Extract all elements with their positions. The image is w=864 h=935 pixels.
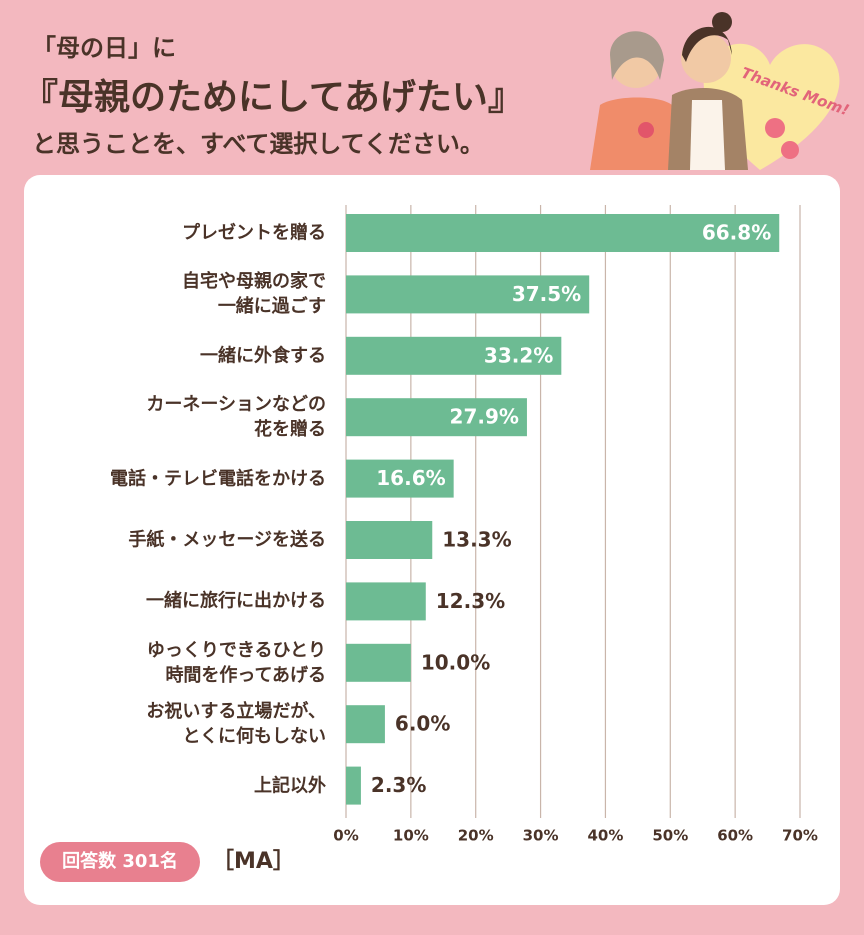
bar (346, 336, 562, 375)
value-label: 16.6% (376, 466, 445, 490)
category-label: 手紙・メッセージを送る (128, 529, 326, 551)
category-label: 電話・テレビ電話をかける (110, 468, 326, 490)
category-label: プレゼントを贈る (182, 222, 326, 244)
bar (346, 214, 780, 252)
category-label: ゆっくりできるひとり 時間を作ってあげる (146, 639, 326, 686)
note-ma: ［MA］ (212, 848, 295, 874)
value-label: 27.9% (450, 405, 519, 429)
title-line: 『母親のためにしてあげたい』 (22, 77, 524, 118)
note-badge (40, 842, 200, 882)
x-tick-label: 0% (333, 827, 358, 845)
value-label: 12.3% (436, 589, 505, 613)
value-label: 13.3% (442, 528, 511, 552)
x-tick-label: 30% (523, 827, 559, 845)
title-line: 「母の日」に (32, 34, 176, 62)
bar (346, 766, 361, 805)
bar (346, 398, 527, 437)
x-tick-label: 70% (782, 827, 818, 845)
value-label: 66.8% (702, 221, 771, 245)
bar (346, 643, 411, 682)
value-label: 6.0% (395, 712, 450, 736)
x-tick-label: 20% (458, 827, 494, 845)
bar (346, 521, 433, 559)
x-tick-label: 50% (652, 827, 688, 845)
x-tick-label: 60% (717, 827, 753, 845)
value-label: 2.3% (371, 773, 426, 797)
category-label: 一緒に外食する (200, 345, 326, 367)
note: 回答数 301名 (62, 850, 178, 872)
category-label: 自宅や母親の家で 一緒に過ごす (182, 271, 326, 318)
category-label: カーネーションなどの 花を贈る (146, 394, 326, 441)
bar (346, 705, 385, 744)
bar (346, 275, 590, 314)
bar (346, 582, 426, 621)
category-label: 一緒に旅行に出かける (146, 590, 326, 612)
bar (346, 459, 454, 498)
value-label: 33.2% (484, 343, 553, 367)
x-tick-label: 40% (587, 827, 623, 845)
value-label: 10.0% (421, 650, 490, 674)
value-label: 37.5% (512, 282, 581, 306)
illustration: Thanks Mom! (590, 12, 852, 170)
x-tick-label: 10% (393, 827, 429, 845)
title-line: と思うことを、すべて選択してください。 (32, 130, 484, 158)
category-label: 上記以外 (254, 775, 326, 797)
category-label: お祝いする立場だが、 とくに何もしない (146, 701, 326, 748)
